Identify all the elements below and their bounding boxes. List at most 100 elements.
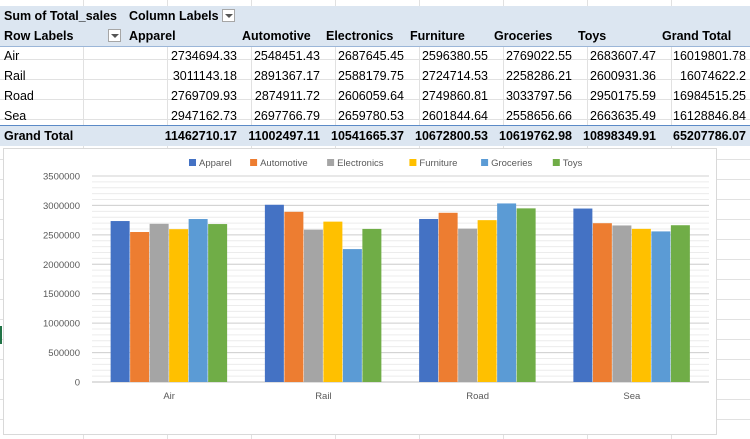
legend-swatch (409, 159, 417, 166)
value-cell[interactable]: 2697766.79 (253, 109, 320, 123)
legend-label: Groceries (491, 158, 532, 169)
grand-total-cell[interactable]: 11002497.11 (248, 129, 320, 143)
legend-label: Electronics (337, 158, 384, 169)
value-cell[interactable]: 3033797.56 (505, 89, 572, 103)
legend-swatch (327, 159, 335, 166)
x-tick-label: Road (466, 391, 489, 402)
value-cell[interactable]: 2663635.49 (589, 109, 656, 123)
x-tick-label: Sea (623, 391, 641, 402)
y-tick-label: 3500000 (43, 172, 80, 183)
pivot-row-road: Road 2769709.93 2874911.72 2606059.64 27… (0, 86, 750, 106)
bar (342, 249, 362, 382)
value-cell[interactable]: 2734694.33 (170, 49, 237, 63)
grand-total-cell[interactable]: 10619762.98 (499, 129, 572, 143)
value-cell[interactable]: 2596380.55 (421, 49, 488, 63)
row-label[interactable]: Sea (4, 109, 27, 123)
pivot-column-header-row: Row Labels Apparel Automotive Electronic… (0, 26, 750, 47)
legend-label: Apparel (199, 158, 232, 169)
value-cell[interactable]: 2588179.75 (337, 69, 404, 83)
row-labels-header[interactable]: Row Labels (0, 26, 129, 47)
value-cell[interactable]: 2724714.53 (421, 69, 488, 83)
value-cell[interactable]: 2749860.81 (421, 89, 488, 103)
col-header-apparel[interactable]: Apparel (125, 26, 244, 47)
col-header-automotive[interactable]: Automotive (240, 26, 326, 47)
legend-swatch (481, 159, 489, 166)
legend-label: Toys (563, 158, 583, 169)
grand-total-cell[interactable]: 11462710.17 (164, 129, 237, 143)
y-tick-label: 0 (75, 378, 80, 389)
bar (458, 228, 478, 382)
legend-swatch (189, 159, 196, 166)
bar (592, 223, 612, 382)
pivot-chart[interactable]: 0 500000 1000000 1500000 2000000 2500000 30000… (3, 148, 717, 435)
bar (149, 223, 169, 382)
bar (670, 225, 690, 382)
value-cell[interactable]: 2874911.72 (254, 89, 320, 103)
value-cell[interactable]: 2683607.47 (589, 49, 656, 63)
row-label[interactable]: Road (4, 89, 34, 103)
bar (497, 203, 517, 382)
bar (169, 229, 189, 382)
row-grand-total[interactable]: 16074622.2 (679, 69, 746, 83)
value-cell[interactable]: 2606059.64 (337, 89, 404, 103)
y-tick-label: 500000 (48, 348, 80, 359)
value-cell[interactable]: 2600931.36 (589, 69, 656, 83)
header-fill (240, 6, 750, 26)
y-tick-label: 1000000 (43, 319, 80, 330)
row-grand-total[interactable]: 16984515.25 (673, 89, 746, 103)
bar (362, 228, 382, 382)
grand-total-cell[interactable]: 10672800.53 (415, 129, 488, 143)
grand-total-cell[interactable]: 10898349.91 (583, 129, 656, 143)
value-cell[interactable]: 2891367.17 (253, 69, 320, 83)
col-header-grand-total[interactable]: Grand Total (660, 26, 750, 47)
column-labels-header[interactable]: Column Labels (125, 6, 244, 26)
value-cell[interactable]: 2769022.55 (505, 49, 572, 63)
bar (264, 204, 284, 382)
row-label[interactable]: Air (4, 49, 20, 63)
col-header-groceries[interactable]: Groceries (492, 26, 578, 47)
value-cell[interactable]: 2950175.59 (589, 89, 656, 103)
value-cell[interactable]: 3011143.18 (172, 69, 237, 83)
y-tick-label: 3000000 (43, 201, 80, 212)
value-cell[interactable]: 2258286.21 (505, 69, 572, 83)
row-grand-total[interactable]: 16128846.84 (673, 109, 746, 123)
bar (110, 221, 130, 382)
grand-total-cell[interactable]: 10541665.37 (331, 129, 404, 143)
x-tick-label: Rail (315, 391, 331, 402)
col-header-furniture[interactable]: Furniture (408, 26, 494, 47)
value-cell[interactable]: 2687645.45 (337, 49, 404, 63)
chart-svg: 0 500000 1000000 1500000 2000000 2500000 30000… (43, 158, 709, 402)
grand-total-overall[interactable]: 65207786.07 (673, 129, 746, 143)
bar (477, 220, 497, 382)
pivot-row-sea: Sea 2947162.73 2697766.79 2659780.53 260… (0, 106, 750, 126)
value-field-label[interactable]: Sum of Total_sales (0, 6, 129, 26)
bar (130, 232, 150, 382)
legend-label: Furniture (419, 158, 457, 169)
pivot-grand-total-row: Grand Total 11462710.17 11002497.11 1054… (0, 125, 750, 146)
value-cell[interactable]: 2558656.66 (505, 109, 572, 123)
pivot-row-air: Air 2734694.33 2548451.43 2687645.45 259… (0, 46, 750, 66)
bar (516, 208, 536, 382)
grand-total-label[interactable]: Grand Total (4, 129, 74, 143)
legend-label: Automotive (260, 158, 308, 169)
col-header-toys[interactable]: Toys (576, 26, 662, 47)
value-cell[interactable]: 2769709.93 (170, 89, 237, 103)
value-cell[interactable]: 2947162.73 (170, 109, 237, 123)
bar (419, 218, 439, 382)
bar (651, 231, 671, 382)
y-tick-label: 1500000 (43, 289, 80, 300)
value-cell[interactable]: 2601844.64 (421, 109, 488, 123)
bar (573, 208, 593, 382)
row-label[interactable]: Rail (4, 69, 26, 83)
bar (188, 219, 208, 382)
bar (208, 224, 228, 382)
y-tick-label: 2000000 (43, 260, 80, 271)
bar (323, 221, 343, 382)
row-labels-filter-button[interactable] (108, 29, 121, 42)
value-cell[interactable]: 2548451.43 (253, 49, 320, 63)
legend-swatch (552, 159, 560, 166)
row-grand-total[interactable]: 16019801.78 (673, 49, 746, 63)
value-cell[interactable]: 2659780.53 (337, 109, 404, 123)
column-labels-filter-button[interactable] (222, 9, 235, 22)
col-header-electronics[interactable]: Electronics (324, 26, 410, 47)
